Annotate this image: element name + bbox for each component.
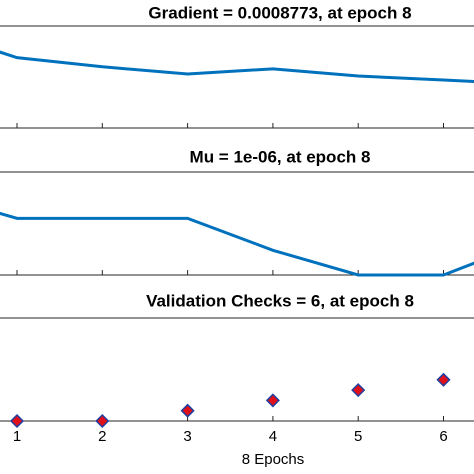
panel-title: Gradient = 0.0008773, at epoch 8 (148, 3, 411, 22)
point (180, 403, 195, 418)
x-axis-label: 8 Epochs (242, 451, 305, 468)
point (9, 413, 25, 429)
series-line (0, 50, 474, 84)
panel-title: Validation Checks = 6, at epoch 8 (146, 291, 414, 310)
x-tick-label: 4 (269, 428, 277, 445)
x-tick-label: 2 (98, 428, 106, 445)
x-tick-label: 1 (13, 428, 21, 445)
x-tick-label: 6 (439, 428, 447, 445)
panel-title: Mu = 1e-06, at epoch 8 (190, 147, 371, 166)
point (436, 372, 451, 387)
x-tick-label: 3 (183, 428, 191, 445)
series-line (0, 211, 474, 277)
x-tick-label: 5 (354, 428, 362, 445)
point (351, 383, 366, 398)
point (265, 393, 280, 408)
point (95, 413, 110, 429)
